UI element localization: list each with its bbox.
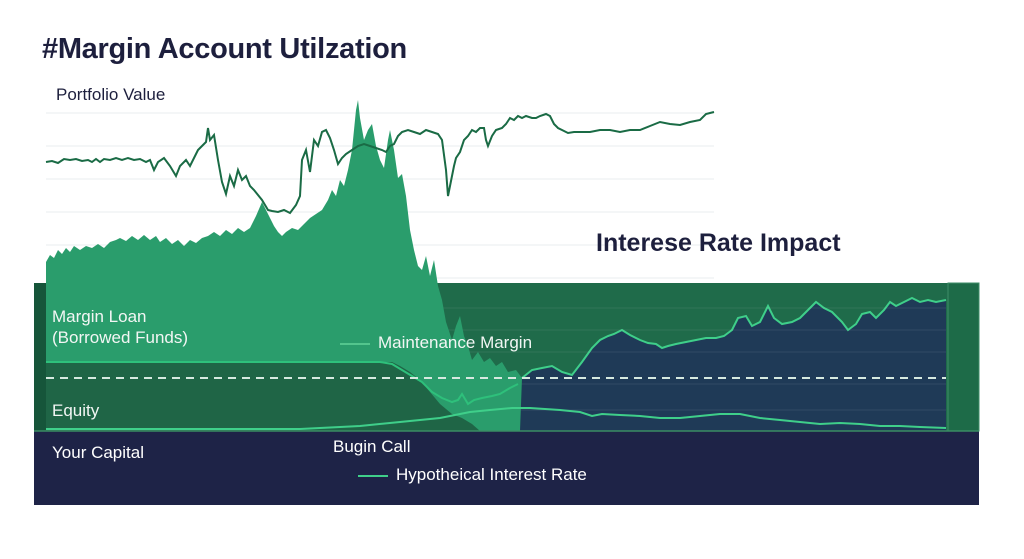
- interest-rate-swatch-icon: [358, 474, 388, 477]
- capital-band: [34, 431, 979, 505]
- portfolio-value-line: [45, 111, 715, 215]
- margin-loan-area: [46, 100, 522, 431]
- interest-rate-legend: Hypotheical Interest Rate: [358, 464, 587, 485]
- chart-title: #Margin Account Utilzation: [42, 33, 407, 65]
- your-capital-label: Your Capital: [52, 443, 144, 462]
- interest-rate-impact-title: Interese Rate Impact: [596, 229, 841, 257]
- chart-subtitle: Portfolio Value: [56, 85, 166, 104]
- interest-rate-line: [46, 407, 947, 430]
- margin-loan-label: Margin Loan (Borrowed Funds): [52, 306, 188, 349]
- interest-impact-area: [470, 298, 946, 431]
- maintenance-margin-legend: Maintenance Margin: [340, 332, 532, 353]
- interest-rate-legend-label: Hypotheical Interest Rate: [396, 465, 587, 484]
- right-column: [947, 282, 980, 432]
- maintenance-margin-swatch-icon: [340, 342, 370, 345]
- equity-label: Equity: [52, 401, 100, 420]
- margin-call-label: Bugin Call: [333, 437, 411, 456]
- margin-loan-label-line1: Margin Loan: [52, 307, 147, 326]
- margin-loan-label-line2: (Borrowed Funds): [52, 328, 189, 348]
- maintenance-margin-label: Maintenance Margin: [378, 333, 533, 352]
